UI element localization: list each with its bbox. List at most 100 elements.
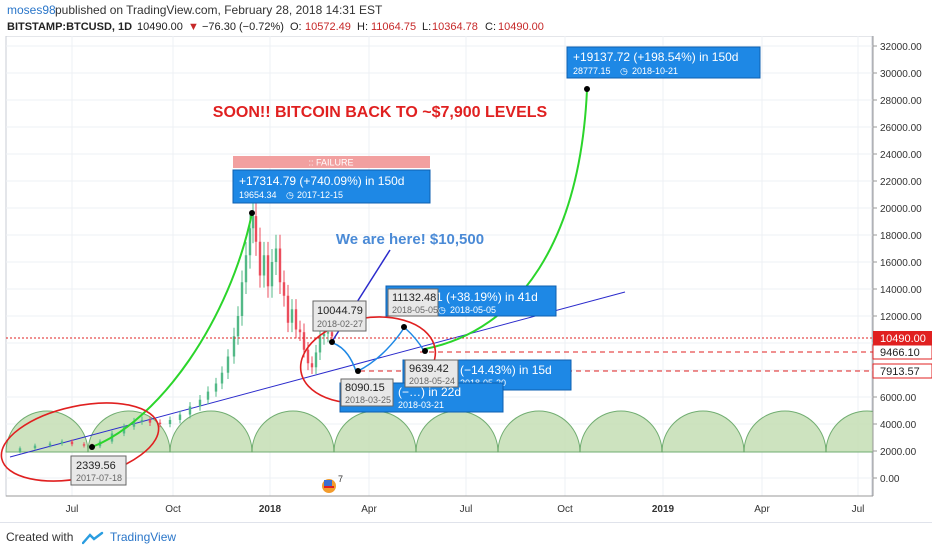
cycle-arcs: [5, 410, 873, 453]
candle-body: [48, 443, 52, 446]
rise-box-date: 2018-05-05: [450, 305, 496, 315]
rise-box-line1: 1 (+38.19%) in 41d: [436, 290, 538, 304]
point-now: [329, 339, 335, 345]
tag-may24[interactable]: 9639.42 2018-05-24: [404, 359, 459, 388]
arrow-down-1: [332, 342, 357, 372]
candle-body: [251, 216, 255, 229]
tag-may24-value: 9639.42: [409, 363, 449, 375]
candle-body: [240, 282, 244, 316]
price-tick-label: 20000.00: [880, 204, 922, 215]
candle-body: [33, 445, 37, 449]
candle-body: [18, 448, 22, 452]
tag-mar-date: 2018-03-25: [345, 395, 391, 405]
tag-may24-date: 2018-05-24: [409, 376, 455, 386]
price-tick-label: 16000.00: [880, 258, 922, 269]
time-tick-label: Apr: [754, 504, 770, 515]
peak-box-date: 2017-12-15: [297, 190, 343, 200]
point-may5: [401, 324, 407, 330]
candle-body: [310, 363, 314, 368]
flag-icon[interactable]: 7: [322, 474, 343, 493]
candle-body: [244, 255, 248, 283]
candle-body: [232, 336, 236, 357]
time-tick-label: Oct: [557, 504, 573, 515]
candle-body: [60, 441, 64, 444]
peak-projection-box[interactable]: +17314.79 (+740.09%) in 150d 19654.34 ◷ …: [232, 169, 431, 204]
point-2017-07: [89, 444, 95, 450]
price-tick-label: 14000.00: [880, 285, 922, 296]
tag-2017-low[interactable]: 2339.56 2017-07-18: [70, 455, 127, 486]
tag-now-date: 2018-02-27: [317, 319, 363, 329]
tradingview-link[interactable]: TradingView: [110, 530, 177, 544]
candle-body: [70, 441, 74, 445]
cycle-semicircle: [251, 410, 335, 453]
time-tick-label: Oct: [165, 504, 181, 515]
tag-mar-value: 8090.15: [345, 382, 385, 394]
close-label: C:: [485, 21, 496, 33]
dip-box-line1: (−…) in 22d: [398, 385, 461, 399]
candle-body: [158, 422, 162, 424]
candle-body: [254, 216, 258, 242]
target-box-line1: +19137.72 (+198.54%) in 150d: [573, 50, 738, 64]
open-label: O:: [290, 21, 302, 33]
tag-may5-value: 11132.48: [392, 292, 436, 304]
tag-now[interactable]: 10044.79 2018-02-27: [312, 300, 367, 332]
time-tick-label: Jul: [852, 504, 865, 515]
low-label: L:: [422, 21, 432, 33]
tag-may5[interactable]: 11132.48 2018-05-05: [387, 288, 439, 317]
price-tick-label: 0.00: [880, 474, 900, 485]
cycle-semicircle: [579, 410, 663, 453]
candle-body: [278, 248, 282, 283]
trend-line: [9, 291, 626, 458]
candle-body: [274, 248, 278, 262]
tag-low-date: 2017-07-18: [76, 473, 122, 483]
level-9466-text: 9466.10: [880, 347, 920, 359]
clock-icon: ◷: [620, 66, 628, 76]
price-tick-label: 28000.00: [880, 96, 922, 107]
price-axis[interactable]: 32000.00 30000.00 28000.00 26000.00 24000.00…: [872, 36, 922, 496]
publish-info: published on TradingView.com, February 2…: [55, 3, 383, 17]
peak-box-line1: +17314.79 (+740.09%) in 150d: [239, 174, 404, 188]
candle-body: [306, 349, 310, 364]
current-price-badge-text: 10490.00: [880, 333, 926, 345]
candle-body: [298, 329, 302, 333]
ticker-bar: BITSTAMP:BTCUSD, 1D 10490.00 ▼ −76.30 (−…: [0, 18, 932, 36]
tag-march[interactable]: 8090.15 2018-03-25: [340, 378, 394, 407]
time-tick-label: Jul: [66, 504, 79, 515]
close-value: 10490.00: [498, 21, 544, 33]
candle-body: [140, 419, 144, 422]
low-value: 10364.78: [432, 21, 478, 33]
author-link[interactable]: moses98: [7, 3, 56, 17]
time-axis[interactable]: Jul Oct 2018 Apr Jul Oct 2019 Apr Jul: [6, 495, 873, 515]
candle-body: [168, 419, 172, 424]
price-tick-label: 24000.00: [880, 150, 922, 161]
candle-body: [314, 352, 318, 368]
price-tick-label: 4000.00: [880, 420, 917, 431]
target-projection-box[interactable]: +19137.72 (+198.54%) in 150d 28777.15 ◷ …: [566, 46, 761, 79]
publish-header: moses98 published on TradingView.com, Fe…: [0, 0, 932, 18]
failure-label: :: FAILURE: [308, 158, 353, 168]
rally-curve-2017: [91, 212, 253, 448]
rally-curve-2018: [424, 89, 588, 350]
point-may24: [422, 348, 428, 354]
candle-body: [148, 419, 152, 423]
candle-body: [302, 332, 306, 350]
price-chart[interactable]: SOON!! BITCOIN BACK TO ~$7,900 LEVELS We…: [0, 36, 932, 523]
time-tick-label: 2018: [259, 504, 282, 515]
failure-banner: [233, 156, 430, 168]
footer: Created with TradingView: [0, 522, 932, 551]
time-tick-label: 2019: [652, 504, 675, 515]
candle-body: [286, 295, 290, 323]
price-tick-label: 26000.00: [880, 123, 922, 134]
price-tick-label: 2000.00: [880, 447, 917, 458]
candle-body: [188, 406, 192, 415]
point-peak: [249, 210, 255, 216]
cycle-semicircle: [661, 410, 745, 453]
tag-low-value: 2339.56: [76, 460, 116, 472]
high-label: H:: [357, 21, 368, 33]
symbol-label[interactable]: BITSTAMP:BTCUSD, 1D: [7, 21, 133, 33]
dip-box-date: 2018-03-21: [398, 400, 444, 410]
candle-body: [82, 444, 86, 446]
candle-body: [290, 309, 294, 323]
candle-body: [266, 255, 270, 287]
peak-box-price: 19654.34: [239, 190, 277, 200]
